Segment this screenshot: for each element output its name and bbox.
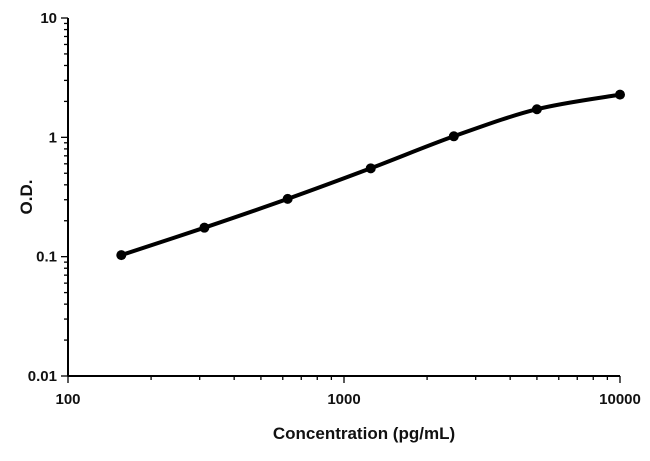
chart-axes <box>67 18 620 377</box>
data-point <box>365 163 376 174</box>
data-point <box>116 250 127 261</box>
data-point <box>282 193 293 204</box>
series-line <box>119 92 622 258</box>
data-point <box>615 89 625 100</box>
x-tick-label: 1000 <box>327 391 360 408</box>
data-point <box>199 222 210 233</box>
y-tick-label: 10 <box>40 10 57 27</box>
data-point <box>448 131 459 142</box>
y-tick-label: 0.01 <box>28 368 57 385</box>
x-axis-title: Concentration (pg/mL) <box>273 424 455 443</box>
data-points <box>116 89 625 261</box>
x-tick-label: 100 <box>55 391 80 408</box>
y-tick-label: 0.1 <box>36 249 57 266</box>
y-axis-title: O.D. <box>17 180 36 215</box>
x-tick-label: 10000 <box>599 391 641 408</box>
chart-tick-labels: 10 1 0.1 0.01 100 1000 10000 <box>28 10 641 408</box>
data-point <box>531 104 542 115</box>
chart-ticks <box>61 17 621 383</box>
y-tick-label: 1 <box>49 129 57 146</box>
